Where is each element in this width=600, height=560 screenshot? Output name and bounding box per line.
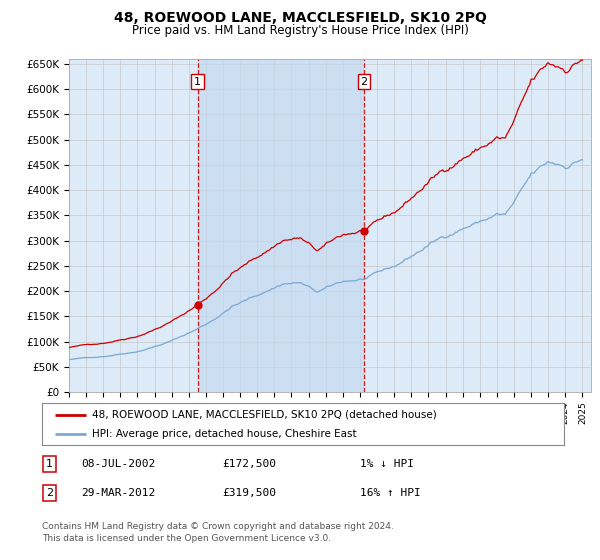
Text: £319,500: £319,500 (222, 488, 276, 498)
Text: 1: 1 (194, 77, 201, 86)
Text: HPI: Average price, detached house, Cheshire East: HPI: Average price, detached house, Ches… (92, 429, 356, 439)
Text: 2: 2 (361, 77, 368, 86)
Bar (198, 59, 364, 392)
Text: 08-JUL-2002: 08-JUL-2002 (81, 459, 155, 469)
Text: 1% ↓ HPI: 1% ↓ HPI (360, 459, 414, 469)
Text: 1: 1 (46, 459, 53, 469)
Text: 48, ROEWOOD LANE, MACCLESFIELD, SK10 2PQ (detached house): 48, ROEWOOD LANE, MACCLESFIELD, SK10 2PQ… (92, 409, 436, 419)
Text: 16% ↑ HPI: 16% ↑ HPI (360, 488, 421, 498)
Text: 2: 2 (46, 488, 53, 498)
Text: 48, ROEWOOD LANE, MACCLESFIELD, SK10 2PQ: 48, ROEWOOD LANE, MACCLESFIELD, SK10 2PQ (113, 11, 487, 25)
Text: £172,500: £172,500 (222, 459, 276, 469)
Text: Contains HM Land Registry data © Crown copyright and database right 2024.
This d: Contains HM Land Registry data © Crown c… (42, 522, 394, 543)
Text: Price paid vs. HM Land Registry's House Price Index (HPI): Price paid vs. HM Land Registry's House … (131, 24, 469, 36)
Text: 29-MAR-2012: 29-MAR-2012 (81, 488, 155, 498)
